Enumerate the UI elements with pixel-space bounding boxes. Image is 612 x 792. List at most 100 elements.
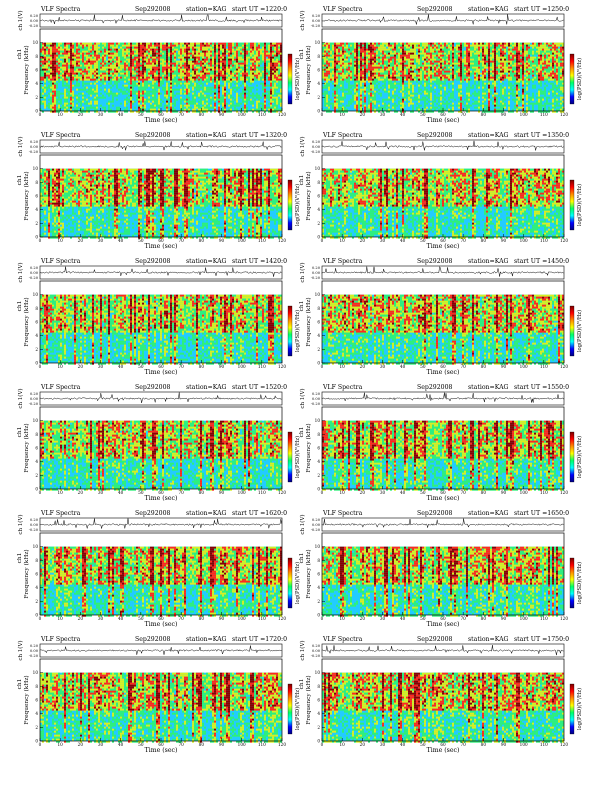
time-tick-label: 60 xyxy=(158,238,164,243)
waveform-ytick: 0.00 xyxy=(30,523,39,527)
panel-title: VLF Spectra xyxy=(322,6,363,13)
channel-label: ch1 xyxy=(17,679,23,690)
frequency-tick-label: 4 xyxy=(317,207,320,212)
time-tick-label: 70 xyxy=(178,112,184,117)
panel-station: station=KAG xyxy=(468,6,509,13)
panel-station: station=KAG xyxy=(186,636,227,643)
waveform-ylabel: ch 1(V) xyxy=(17,640,24,660)
colorbar-label: log(PSD)(V²/Hz) xyxy=(576,688,583,730)
time-tick-label: 20 xyxy=(78,238,84,243)
time-tick-label: 0 xyxy=(39,490,42,495)
spectra-panel-6: VLF Spectra Sep292008 station=KAG start UT … xyxy=(299,258,583,376)
frequency-tick-label: 2 xyxy=(35,95,38,100)
waveform-ytick: -0.20 xyxy=(29,402,39,406)
time-tick-label: 70 xyxy=(178,616,184,621)
frequency-tick-label: 8 xyxy=(317,684,320,689)
waveform-ytick: 0.00 xyxy=(30,271,39,275)
time-tick-label: 50 xyxy=(138,112,144,117)
spectra-panel-8: VLF Spectra Sep292008 station=KAG start UT … xyxy=(299,384,583,502)
spectra-panel-4: VLF Spectra Sep292008 station=KAG start UT … xyxy=(299,132,583,250)
time-tick-label: 10 xyxy=(339,364,345,369)
colorbar xyxy=(569,431,575,483)
time-tick-label: 50 xyxy=(138,490,144,495)
spectra-panel-1: VLF Spectra Sep292008 station=KAG start UT … xyxy=(17,6,301,124)
panel-start-time: start UT =1220:0 xyxy=(232,6,287,13)
time-tick-label: 10 xyxy=(57,238,63,243)
time-tick-label: 100 xyxy=(238,364,246,369)
time-tick-label: 20 xyxy=(78,490,84,495)
waveform-ylabel: ch 1(V) xyxy=(299,388,306,408)
spectrogram-image xyxy=(322,407,564,491)
time-tick-label: 70 xyxy=(460,238,466,243)
time-tick-label: 90 xyxy=(501,490,507,495)
time-tick-label: 0 xyxy=(39,112,42,117)
waveform-trace xyxy=(321,140,564,151)
waveform-ytick: 0.20 xyxy=(312,266,321,270)
time-tick-label: 80 xyxy=(199,616,205,621)
time-tick-label: 70 xyxy=(178,364,184,369)
frequency-tick-label: 6 xyxy=(35,194,38,199)
spectrogram-image xyxy=(322,281,564,365)
time-tick-label: 60 xyxy=(158,742,164,747)
frequency-tick-label: 6 xyxy=(35,320,38,325)
time-tick-label: 50 xyxy=(420,238,426,243)
time-tick-label: 120 xyxy=(278,742,286,747)
frequency-axis-label: Frequency (kHz) xyxy=(305,171,312,220)
frequency-axis-label: Frequency (kHz) xyxy=(23,297,30,346)
time-tick-label: 70 xyxy=(460,616,466,621)
panel-date: Sep292008 xyxy=(417,258,453,265)
time-tick-label: 30 xyxy=(98,112,104,117)
frequency-tick-label: 4 xyxy=(35,81,38,86)
time-ticks: 0 10 20 30 40 50 60 70 80 90 100 110 120 xyxy=(321,738,568,747)
channel-label: ch1 xyxy=(17,553,23,564)
waveform-ytick: 0.00 xyxy=(312,19,321,23)
spectrogram-image xyxy=(322,659,564,743)
waveform-ytick: -0.20 xyxy=(311,24,321,28)
panel-title: VLF Spectra xyxy=(40,384,81,391)
frequency-tick-label: 4 xyxy=(35,207,38,212)
time-tick-label: 90 xyxy=(501,238,507,243)
panel-date: Sep292008 xyxy=(135,384,171,391)
channel-label: ch1 xyxy=(17,49,23,60)
frequency-tick-label: 0 xyxy=(35,739,38,744)
channel-label: ch1 xyxy=(299,679,305,690)
panel-station: station=KAG xyxy=(186,384,227,391)
waveform-ytick: -0.20 xyxy=(29,528,39,532)
time-tick-label: 20 xyxy=(360,112,366,117)
time-axis-label: Time (sec) xyxy=(427,747,460,754)
panel-station: station=KAG xyxy=(468,132,509,139)
panel-title: VLF Spectra xyxy=(322,132,363,139)
time-tick-label: 30 xyxy=(380,490,386,495)
waveform-trace xyxy=(39,141,282,151)
panel-date: Sep292008 xyxy=(135,258,171,265)
frequency-axis-label: Frequency (kHz) xyxy=(23,171,30,220)
frequency-tick-label: 0 xyxy=(35,613,38,618)
frequency-tick-label: 0 xyxy=(317,487,320,492)
frequency-tick-label: 10 xyxy=(315,670,321,675)
waveform-ylabel: ch 1(V) xyxy=(299,640,306,660)
time-tick-label: 30 xyxy=(98,742,104,747)
frequency-tick-label: 6 xyxy=(317,572,320,577)
time-tick-label: 30 xyxy=(380,238,386,243)
time-tick-label: 90 xyxy=(219,490,225,495)
time-tick-label: 120 xyxy=(278,490,286,495)
time-tick-label: 120 xyxy=(560,742,568,747)
channel-label: ch1 xyxy=(17,427,23,438)
time-tick-label: 90 xyxy=(501,112,507,117)
time-tick-label: 120 xyxy=(560,616,568,621)
colorbar-label: log(PSD)(V²/Hz) xyxy=(294,184,301,226)
frequency-tick-label: 2 xyxy=(317,473,320,478)
panel-start-time: start UT =1350:0 xyxy=(514,132,569,139)
frequency-tick-label: 8 xyxy=(317,306,320,311)
frequency-axis-label: Frequency (kHz) xyxy=(305,423,312,472)
time-tick-label: 20 xyxy=(78,616,84,621)
frequency-tick-label: 10 xyxy=(33,166,39,171)
frequency-tick-label: 6 xyxy=(317,194,320,199)
frequency-tick-label: 8 xyxy=(317,432,320,437)
frequency-tick-label: 6 xyxy=(317,698,320,703)
spectrogram-image xyxy=(40,407,282,491)
spectrogram-image xyxy=(40,29,282,113)
time-tick-label: 20 xyxy=(78,742,84,747)
time-tick-label: 90 xyxy=(219,616,225,621)
colorbar-label: log(PSD)(V²/Hz) xyxy=(576,184,583,226)
